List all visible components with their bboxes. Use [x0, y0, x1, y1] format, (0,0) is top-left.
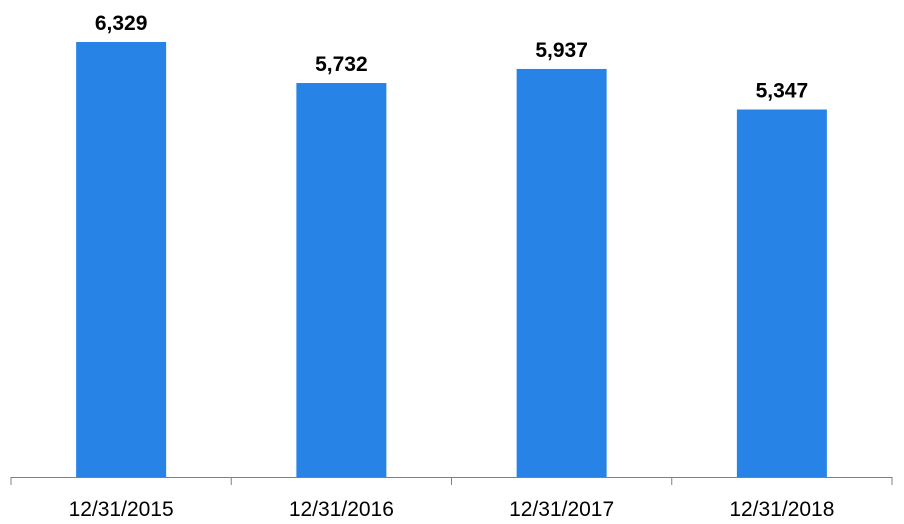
x-tick-label-3: 12/31/2017 — [509, 498, 614, 521]
bar-4 — [736, 109, 827, 478]
bar-value-label-4: 5,347 — [756, 79, 809, 102]
bar-value-label-2: 5,732 — [315, 53, 368, 76]
bars-group — [76, 42, 827, 478]
x-axis-tick-labels-group: 12/31/2015 12/31/2016 12/31/2017 12/31/2018 — [69, 498, 835, 521]
bar-2 — [296, 83, 387, 477]
bar-value-label-1: 6,329 — [95, 12, 148, 35]
x-tick-label-4: 12/31/2018 — [729, 498, 834, 521]
bar-1 — [76, 42, 167, 477]
bar-value-label-3: 5,937 — [535, 39, 588, 62]
bar-3 — [516, 68, 607, 477]
x-axis-ticks-group — [10, 477, 893, 485]
x-tick-label-1: 12/31/2015 — [69, 498, 174, 521]
value-labels-group: 6,329 5,732 5,937 5,347 — [95, 12, 808, 102]
x-tick-label-2: 12/31/2016 — [289, 498, 394, 521]
